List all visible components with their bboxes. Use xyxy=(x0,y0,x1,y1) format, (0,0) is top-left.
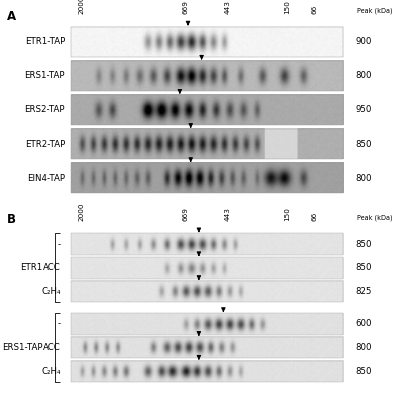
Text: 900: 900 xyxy=(354,37,371,46)
Text: 443: 443 xyxy=(224,207,230,221)
Text: EIN4-TAP: EIN4-TAP xyxy=(27,174,65,182)
Bar xyxy=(71,337,342,358)
Bar xyxy=(71,233,342,255)
Text: 850: 850 xyxy=(354,367,371,376)
Text: 825: 825 xyxy=(354,287,371,296)
Text: 950: 950 xyxy=(354,106,371,114)
Text: ETR2-TAP: ETR2-TAP xyxy=(25,140,65,148)
Text: ACC: ACC xyxy=(43,343,61,352)
Text: ERS1-TAP: ERS1-TAP xyxy=(24,72,65,80)
Text: C₂H₄: C₂H₄ xyxy=(41,367,61,376)
Bar xyxy=(71,257,342,279)
Text: -: - xyxy=(58,319,61,328)
Text: 850: 850 xyxy=(354,140,371,148)
Text: ETR1: ETR1 xyxy=(20,263,43,272)
Text: 150: 150 xyxy=(284,207,290,221)
Bar xyxy=(71,61,342,91)
Bar xyxy=(71,361,342,382)
Bar xyxy=(71,163,342,193)
Bar xyxy=(71,313,342,335)
Text: 669: 669 xyxy=(182,207,188,221)
Text: 800: 800 xyxy=(354,72,371,80)
Text: 2000: 2000 xyxy=(79,203,85,221)
Text: 2000: 2000 xyxy=(79,0,85,14)
Text: Peak (kDa): Peak (kDa) xyxy=(356,8,392,14)
Text: 66: 66 xyxy=(311,5,317,14)
Text: ACC: ACC xyxy=(43,263,61,272)
Text: ERS1-TAP: ERS1-TAP xyxy=(2,343,43,352)
Bar xyxy=(71,129,342,159)
Text: Peak (kDa): Peak (kDa) xyxy=(356,215,392,221)
Text: 150: 150 xyxy=(284,0,290,14)
Text: ETR1-TAP: ETR1-TAP xyxy=(25,37,65,46)
Bar xyxy=(71,281,342,302)
Bar xyxy=(71,27,342,57)
Text: 800: 800 xyxy=(354,174,371,182)
Text: -: - xyxy=(58,240,61,249)
Text: ERS2-TAP: ERS2-TAP xyxy=(24,106,65,114)
Text: 669: 669 xyxy=(182,0,188,14)
Text: 850: 850 xyxy=(354,240,371,249)
Text: B: B xyxy=(7,213,16,226)
Text: 800: 800 xyxy=(354,343,371,352)
Bar xyxy=(71,95,342,125)
Text: A: A xyxy=(7,10,16,23)
Text: C₂H₄: C₂H₄ xyxy=(41,287,61,296)
Text: 850: 850 xyxy=(354,263,371,272)
Text: 443: 443 xyxy=(224,0,230,14)
Text: 66: 66 xyxy=(311,212,317,221)
Text: 600: 600 xyxy=(354,319,371,328)
